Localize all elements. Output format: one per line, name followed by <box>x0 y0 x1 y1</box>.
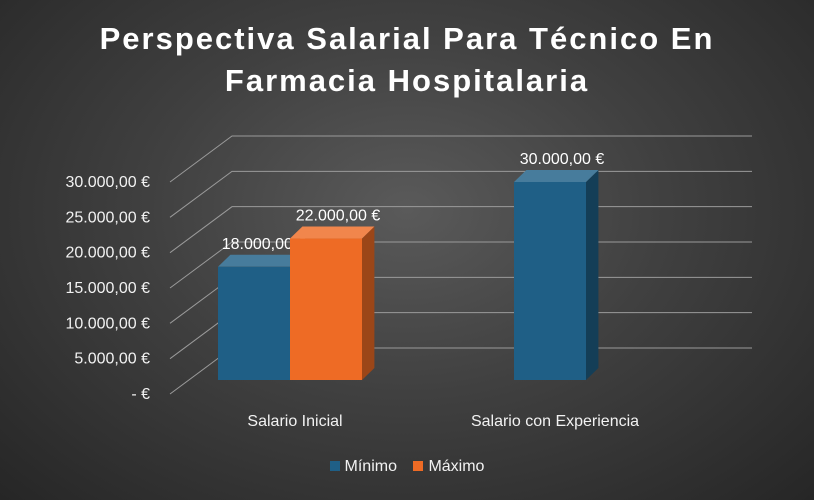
y-tick-label-2: 10.000,00 € <box>65 315 150 332</box>
y-tick-label-3: 15.000,00 € <box>65 280 150 297</box>
data-label-0-0: 18.000,00 € <box>222 236 307 253</box>
bar-1-0-side <box>362 226 375 380</box>
chart-title: Perspectiva Salarial Para Técnico En Far… <box>0 18 814 102</box>
legend-label-minimo: Mínimo <box>344 458 397 475</box>
legend-item-maximo: Máximo <box>413 458 484 476</box>
y-tick-label-1: 5.000,00 € <box>74 351 150 368</box>
gridline-5 <box>169 170 752 218</box>
x-tick-label-0: Salario Inicial <box>247 413 342 430</box>
legend-swatch-minimo <box>329 461 340 471</box>
bar-0-1-side <box>586 170 599 380</box>
legend-item-minimo: Mínimo <box>329 458 397 476</box>
y-tick-label-4: 20.000,00 € <box>65 245 150 262</box>
bar-1-0-front <box>290 238 362 380</box>
chart-title-line-1: Perspectiva Salarial Para Técnico En <box>99 21 715 56</box>
data-label-0-1: 30.000,00 € <box>520 151 605 168</box>
chart-title-line-2: Farmacia Hospitalaria <box>224 63 590 98</box>
legend-swatch-maximo <box>413 461 424 471</box>
y-tick-label-6: 30.000,00 € <box>65 174 150 191</box>
bar-0-0-top <box>218 254 303 267</box>
bar-0-1-top <box>514 170 599 182</box>
y-tick-label-0: - € <box>131 386 150 403</box>
data-label-1-0: 22.000,00 € <box>296 208 381 225</box>
bar-0-1-front <box>514 182 586 380</box>
x-tick-label-1: Salario con Experiencia <box>471 413 639 430</box>
gridline-6 <box>169 135 752 183</box>
legend: Mínimo Máximo <box>0 458 814 476</box>
legend-label-maximo: Máximo <box>428 458 485 475</box>
bar-1-0-top <box>290 226 375 239</box>
bar-0-0-front <box>218 266 290 380</box>
y-tick-label-5: 25.000,00 € <box>65 209 150 226</box>
